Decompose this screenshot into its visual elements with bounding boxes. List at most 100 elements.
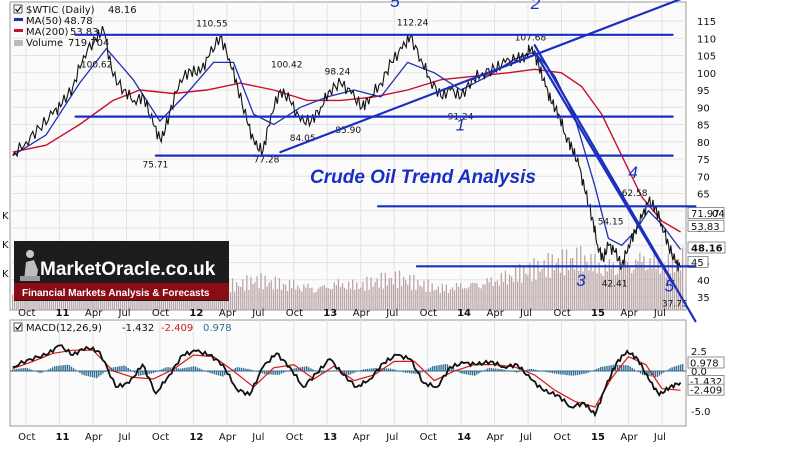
volume-bar [631,273,633,310]
volume-bar [274,276,276,310]
check-mark-icon [15,6,22,13]
macd-histogram-bar [671,367,673,371]
volume-bar [645,270,647,310]
volume-bar [284,284,287,310]
volume-bar [657,257,659,310]
volume-bar [280,290,283,310]
volume-bar [535,280,537,310]
volume-bar [529,263,531,310]
macd-histogram-bar [182,368,184,371]
volume-bar [327,288,329,310]
macd-histogram-bar [270,371,272,375]
macd-histogram-bar [415,371,417,374]
volume-bar [392,284,395,310]
x-tick-label: Jul [653,432,666,443]
macd-histogram-bar [383,368,386,371]
volume-bar [348,281,350,310]
price-tick-label: 35 [697,293,710,304]
volume-bar [525,273,527,310]
volume-bar [531,281,533,310]
x-tick-label: Oct [554,308,571,319]
x-tick-label: Apr [487,308,505,319]
volume-bar [390,277,393,310]
macd-histogram-bar [112,367,115,371]
volume-bar [333,282,335,310]
logo-brand-text: MarketOracle.co.uk [40,259,216,280]
macd-histogram-bar [528,369,530,371]
macd-legend-histogram: 0.978 [203,323,232,334]
volume-bar [272,289,274,310]
volume-axis-label: K [2,240,9,251]
macd-histogram-bar [161,369,163,371]
macd-histogram-bar [404,371,407,373]
macd-histogram-bar [282,371,285,373]
volume-bar [386,285,388,310]
macd-histogram-bar [89,371,92,377]
macd-histogram-bar [24,368,26,371]
volume-bar [527,275,529,310]
volume-bar [337,279,340,310]
checkbox-icon[interactable] [13,4,23,14]
x-tick-label: Apr [85,432,103,443]
x-tick-label: Jul [251,432,264,443]
macd-histogram-bar [138,371,140,376]
volume-bar [356,282,358,310]
volume-bar [437,286,439,310]
ma50-line [12,47,682,250]
legend-symbol-value: 48.16 [108,5,137,16]
price-tick-label: 100 [697,69,716,80]
macd-histogram-bar [604,366,606,371]
elliott-wave-labels: 5 2 1 4 3 5 [390,0,675,296]
macd-legend-title: MACD(12,26,9) [26,323,102,334]
macd-histogram-bar [272,371,274,375]
macd-histogram [10,363,686,379]
volume-bar [307,283,309,310]
volume-bar [325,287,327,310]
trend-lines [74,0,697,323]
volume-bar [580,245,582,310]
macd-histogram-bar [247,368,249,371]
macd-histogram-bar [20,368,22,371]
x-tick-label: Oct [420,432,437,443]
volume-bar [329,289,331,310]
macd-histogram-bar [140,371,142,376]
x-tick-label: 14 [457,432,471,443]
volume-bar [561,249,564,310]
macd-histogram-bar [169,367,171,371]
checkbox-icon[interactable] [13,322,23,332]
macd-histogram-bar [568,371,570,376]
macd-histogram-bar [392,369,394,371]
volume-bar [282,283,285,310]
macd-histogram-bar [219,371,222,376]
macd-histogram-bar [503,369,505,371]
logo-tagline-bar [14,283,229,300]
macd-histogram-bar [566,371,568,376]
volume-bar [498,285,500,310]
macd-histogram-bar [513,371,516,373]
volume-bar [421,287,423,310]
x-axis: Oct Oct 11 11 Apr Apr Jul Jul Oct Oct 12 12 Apr Apr Ju… [18,308,666,443]
volume-bar [376,278,378,310]
logo-tagline-text: Financial Markets Analysis & Forecasts [22,288,210,299]
macd-histogram-bar [631,367,633,371]
volume-bar [405,280,407,310]
macd-histogram-bar [123,365,125,371]
macd-histogram-bar [41,371,43,373]
price-tag: 48.16 [691,244,723,255]
macd-histogram-bar [12,369,14,371]
macd-histogram-bar [669,368,671,371]
macd-histogram-bar [173,367,176,371]
price-value-label: 100.42 [271,61,303,71]
macd-histogram-bar [444,364,446,371]
macd-histogram-bar [469,371,472,376]
macd-histogram-bar [234,368,236,371]
macd-histogram-bar [320,371,323,374]
wave-label: 5 [665,277,675,296]
macd-histogram-bar [303,366,306,371]
volume-bar [682,247,684,310]
price-line [12,25,682,272]
wave-label: 4 [628,163,637,182]
volume-bar [364,290,366,310]
macd-histogram-bar [587,371,589,373]
volume-bar [305,287,307,310]
